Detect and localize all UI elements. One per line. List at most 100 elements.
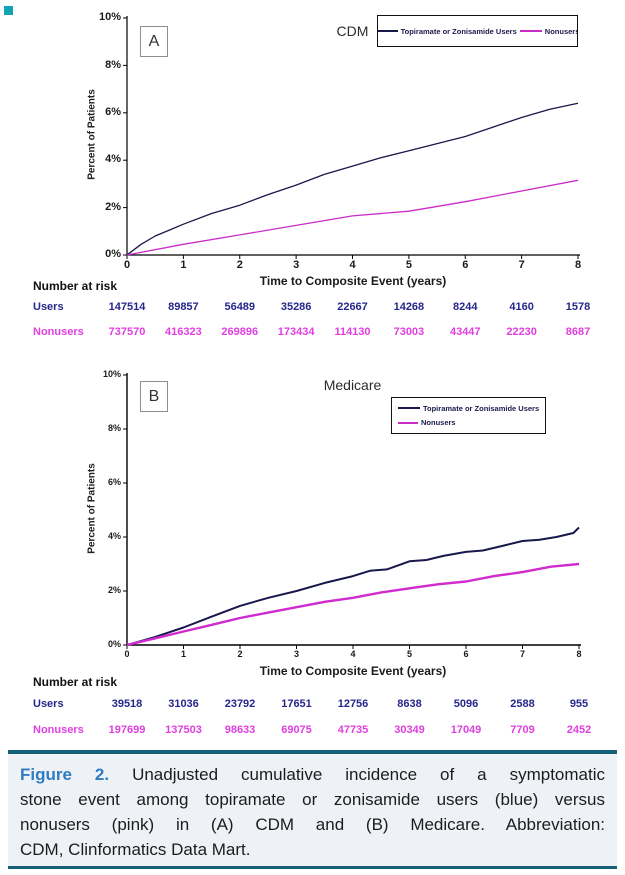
x-axis-tick-label: 3 — [293, 649, 299, 659]
risk-count: 2588 — [510, 698, 535, 710]
risk-count: 416323 — [165, 326, 202, 338]
risk-count: 173434 — [277, 326, 315, 338]
x-axis-tick-label: 4 — [350, 649, 356, 659]
risk-count: 8244 — [453, 301, 478, 313]
y-axis-tick-label: 4% — [107, 531, 121, 542]
risk-count: 4160 — [509, 301, 534, 313]
risk-count: 39518 — [111, 698, 143, 710]
users-curve — [126, 526, 580, 646]
y-axis-tick-label: 2% — [107, 585, 121, 596]
nonusers-legend-label: Nonusers — [421, 418, 456, 428]
x-axis-tick-label: 6 — [463, 649, 469, 659]
risk-count: 8638 — [397, 698, 422, 710]
risk-count: 197699 — [108, 724, 146, 736]
nonusers-curve — [126, 179, 579, 256]
users-curve — [126, 102, 579, 256]
caption-top-rule — [8, 750, 617, 754]
risk-count: 22667 — [337, 301, 368, 313]
legend-row-users: Topiramate or Zonisamide Users — [398, 404, 545, 413]
risk-count: 89857 — [168, 301, 199, 313]
risk-count: 1578 — [565, 301, 591, 313]
y-axis-tick-label: 8% — [107, 423, 121, 434]
caption-line: Figure 2. Unadjusted cumulative incidenc… — [20, 762, 605, 787]
figure-accent-square — [4, 6, 13, 15]
panel-b-x-axis-title: Time to Composite Event (years) — [259, 664, 447, 678]
nonusers-line-sample-icon — [519, 30, 542, 32]
panel-b-legend: Topiramate or Zonisamide Users Nonusers — [391, 397, 546, 434]
y-axis-tick-label: 10% — [102, 369, 121, 380]
y-axis-tick-label: 0% — [105, 248, 121, 261]
y-axis-tick-label: 6% — [105, 105, 121, 118]
risk-row-label: Users — [33, 301, 64, 313]
x-axis-tick-label: 2 — [236, 259, 243, 271]
risk-row-label: Nonusers — [33, 326, 84, 338]
risk-count: 17651 — [281, 698, 312, 710]
x-axis-tick-label: 2 — [237, 649, 243, 659]
risk-count: 114130 — [334, 326, 371, 338]
risk-count: 269896 — [221, 326, 259, 338]
users-legend-label: Topiramate or Zonisamide Users — [400, 26, 517, 36]
x-axis-tick-label: 0 — [123, 259, 131, 271]
legend-row-nonusers: Nonusers — [398, 418, 545, 427]
x-axis-tick-label: 1 — [180, 649, 186, 659]
risk-count: 35286 — [280, 301, 312, 313]
risk-count: 17049 — [450, 724, 482, 736]
risk-row-label: Users — [33, 698, 64, 710]
users-line-sample-icon — [398, 407, 420, 410]
risk-row-label: Nonusers — [33, 724, 84, 736]
panel-a-legend: Topiramate or Zonisamide Users Nonusers — [377, 15, 578, 47]
risk-count: 12756 — [337, 698, 369, 710]
risk-count: 147514 — [108, 301, 146, 313]
risk-count: 137503 — [165, 724, 202, 736]
risk-count: 5096 — [453, 698, 479, 710]
users-line-sample-icon — [378, 30, 398, 32]
risk-count: 30349 — [394, 724, 425, 736]
caption-line: nonusers (pink) in (A) CDM and (B) Medic… — [20, 815, 605, 834]
x-axis-tick-label: 0 — [124, 649, 130, 659]
risk-count: 43447 — [449, 326, 481, 338]
risk-count: 955 — [569, 698, 589, 710]
y-axis-tick-label: 8% — [105, 58, 121, 71]
x-axis-tick-label: 5 — [405, 259, 412, 271]
caption-line: stone event among topiramate or zonisami… — [20, 790, 605, 809]
x-axis-tick-label: 8 — [576, 649, 582, 659]
x-axis-tick-label: 3 — [293, 259, 300, 271]
panel-a-y-axis-title: Percent of Patients — [86, 89, 98, 180]
nonusers-line-sample-icon — [398, 421, 418, 425]
x-axis-tick-label: 8 — [574, 259, 582, 271]
caption-text: Unadjusted cumulative incidence of a sym… — [132, 765, 605, 784]
risk-count: 47735 — [337, 724, 369, 736]
risk-count: 22230 — [506, 326, 537, 338]
number-at-risk-heading: Number at risk — [33, 279, 118, 293]
x-axis-tick-label: 7 — [519, 649, 525, 659]
users-legend-label: Topiramate or Zonisamide Users — [423, 403, 540, 413]
x-axis-tick-label: 7 — [518, 259, 525, 271]
risk-count: 8687 — [565, 326, 591, 338]
x-axis-tick-label: 6 — [462, 259, 469, 271]
caption-figure-label: Figure 2. — [20, 765, 110, 784]
x-axis-tick-label: 4 — [349, 259, 356, 271]
y-axis-tick-label: 0% — [107, 639, 121, 650]
panel-a-title: CDM — [336, 23, 369, 39]
risk-count: 7709 — [510, 724, 535, 736]
risk-count: 2452 — [566, 724, 592, 736]
risk-count: 56489 — [224, 301, 256, 313]
caption-bottom-rule — [8, 866, 617, 869]
panel-b-y-axis-title: Percent of Patients — [86, 463, 98, 554]
y-axis-tick-label: 2% — [105, 200, 121, 213]
panel-b-title: Medicare — [323, 377, 382, 393]
figure-caption: Figure 2. Unadjusted cumulative incidenc… — [8, 754, 617, 866]
caption-line: CDM, Clinformatics Data Mart. — [20, 840, 251, 859]
risk-count: 23792 — [224, 698, 256, 710]
x-axis-tick-label: 5 — [406, 649, 412, 659]
number-at-risk-heading: Number at risk — [33, 675, 118, 689]
risk-count: 73003 — [393, 326, 425, 338]
y-axis-tick-label: 6% — [107, 477, 121, 488]
risk-count: 31036 — [168, 698, 199, 710]
y-axis-tick-label: 10% — [98, 11, 121, 24]
panel-a-label: A — [140, 26, 168, 57]
risk-count: 98633 — [224, 724, 256, 736]
